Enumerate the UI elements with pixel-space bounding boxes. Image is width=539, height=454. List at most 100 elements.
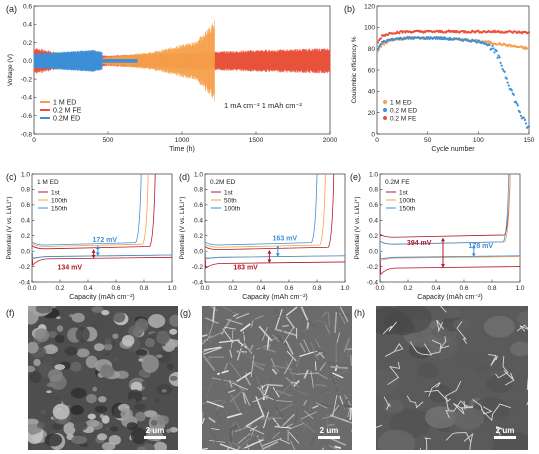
sem-fiber: [251, 361, 267, 367]
x-axis-label: Cycle number: [431, 146, 475, 153]
sem-fiber: [292, 347, 299, 353]
sem-fiber: [239, 406, 253, 418]
data-point: [510, 89, 513, 92]
sem-grain: [96, 433, 108, 441]
sem-grain: [28, 341, 39, 354]
sem-fiber: [242, 392, 247, 404]
sem-plate: [452, 407, 485, 430]
sem-grain: [126, 422, 138, 431]
sem-fiber: [259, 384, 266, 390]
sem-fiber: [271, 368, 278, 375]
panel-label-c: (c): [6, 172, 17, 182]
sem-fiber: [339, 355, 351, 359]
y-tick-label: 0.6: [23, 3, 32, 10]
arrow-head: [267, 259, 272, 263]
y-tick-label: 0.8: [21, 187, 30, 194]
x-tick-label: 150: [524, 137, 535, 144]
sem-grain: [135, 349, 148, 356]
y-tick-label: 0.0: [194, 248, 203, 255]
data-point: [514, 100, 517, 103]
sem-grain: [70, 387, 87, 399]
data-point: [412, 37, 415, 41]
charge-curve: [31, 173, 156, 250]
sem-fiber: [205, 380, 213, 398]
sem-fiber: [288, 423, 304, 430]
sem-grain: [54, 334, 65, 344]
sem-fiber: [281, 413, 296, 427]
data-point: [491, 44, 494, 47]
sem-crack: [503, 370, 515, 386]
sem-grain: [112, 333, 119, 339]
sem-fiber: [229, 361, 243, 380]
sem-fiber: [274, 365, 293, 371]
sem-grain: [63, 422, 76, 436]
data-point: [522, 46, 526, 49]
sem-fiber: [315, 383, 327, 387]
sem-crack: [382, 321, 397, 335]
sem-image-g: (g) 2 um: [180, 306, 352, 450]
sem-grain: [75, 326, 90, 343]
data-point: [382, 43, 386, 46]
sem-fiber: [326, 414, 329, 436]
y-axis-label: Potential (V vs. Li/Li⁺): [354, 196, 361, 259]
sem-fiber: [292, 379, 300, 388]
sem-fiber: [344, 426, 351, 432]
sem-fiber: [266, 343, 271, 351]
data-point: [508, 43, 511, 46]
x-tick-label: 100: [473, 137, 484, 144]
y-axis-label: Potential (V vs. Li/Li⁺): [6, 196, 13, 259]
sem-image-f: (f) 2 um: [6, 306, 178, 450]
sem-grain: [85, 419, 100, 428]
scalebar-label: 2 um: [146, 426, 165, 435]
sem-fiber: [346, 346, 352, 357]
sem-plate: [426, 384, 453, 402]
sem-plate: [376, 369, 400, 397]
sem-grain: [148, 314, 166, 328]
data-point: [490, 47, 493, 50]
sem-fiber: [252, 363, 265, 371]
sem-fiber: [303, 339, 311, 354]
sem-grain: [48, 368, 63, 382]
sem-fiber: [270, 358, 276, 367]
sem-fiber: [202, 346, 223, 355]
x-tick-label: 50: [424, 137, 432, 144]
sem-image-h: (h) 2 um: [354, 306, 528, 450]
sem-grain: [33, 358, 41, 367]
sem-grain: [34, 328, 50, 342]
sem-grain: [28, 418, 39, 426]
arrow-head: [275, 245, 280, 249]
sem-fiber: [228, 379, 233, 388]
sem-crack: [526, 378, 528, 406]
sem-fiber: [286, 377, 300, 388]
sem-fiber: [330, 405, 340, 417]
sem-fiber: [228, 440, 233, 448]
sem-grain: [112, 357, 119, 361]
sem-fiber: [349, 354, 352, 366]
legend-label: 1 M ED: [390, 100, 412, 107]
sem-fiber: [208, 439, 226, 443]
data-point: [379, 42, 383, 45]
arrow-head: [471, 253, 476, 257]
y-tick-label: 0.6: [194, 202, 203, 209]
y-tick-label: -0.2: [19, 264, 31, 271]
sem-fiber: [322, 311, 327, 318]
data-point: [524, 122, 528, 125]
y-tick-label: 60: [368, 67, 376, 74]
sem-plate: [383, 311, 411, 330]
data-point: [439, 36, 442, 39]
sem-grain: [154, 397, 160, 404]
legend-label: 0.2 M FE: [390, 116, 417, 123]
sem-fiber: [302, 422, 309, 432]
x-tick-label: 0.0: [27, 285, 36, 292]
overpotential-label: 178 mV: [469, 243, 494, 250]
sem-fiber: [327, 310, 330, 327]
data-point: [499, 61, 502, 65]
y-tick-label: 0.4: [194, 218, 203, 225]
sem-plate: [383, 399, 405, 414]
charge-curve: [204, 173, 318, 246]
data-point: [506, 81, 509, 84]
sem-fiber: [205, 317, 219, 324]
chart-e: (e) 0.0 0.2 0.4 0.6 0.8 1.0 -0.4 -0.2 0.0 0.2 0.4 0.…: [350, 171, 525, 301]
charge-curve: [31, 173, 149, 247]
sem-fiber: [292, 435, 298, 448]
